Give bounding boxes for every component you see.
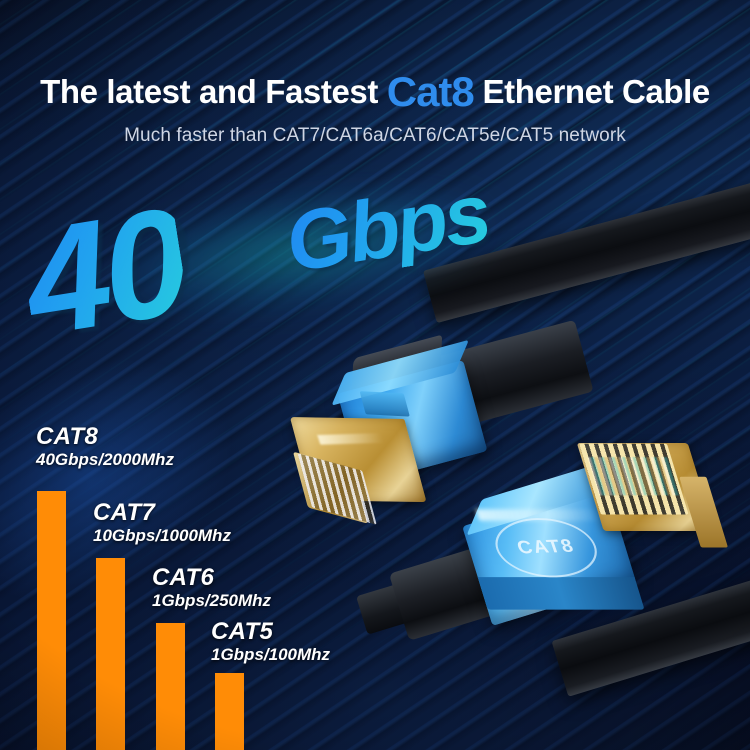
vignette-overlay: [0, 0, 750, 750]
product-banner: CAT8 40 Gbps 40 Gbps CAT8 40Gbps/2000Mhz…: [0, 0, 750, 750]
